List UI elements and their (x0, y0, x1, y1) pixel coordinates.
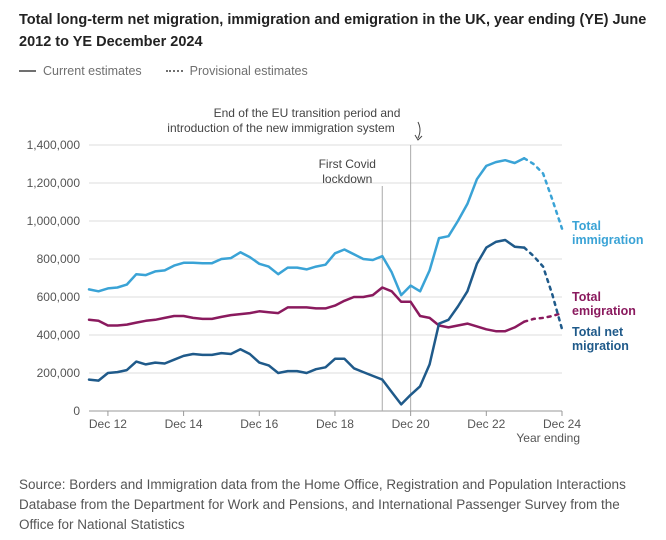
legend-item-current: Current estimates (19, 64, 142, 78)
x-tick-label: Dec 22 (467, 417, 505, 431)
series-line-emigration-current (87, 286, 526, 333)
series-line-emigration-provisional (522, 311, 564, 323)
y-tick-label: 400,000 (37, 328, 81, 342)
x-tick-label: Dec 20 (392, 417, 430, 431)
x-axis-title: Year ending (516, 431, 580, 445)
source-note: Source: Borders and Immigration data fro… (19, 477, 626, 532)
series-line-net_migration-current (87, 238, 526, 406)
annotation-arrowhead-icon (414, 134, 423, 141)
annotation-covid-line-1: First Covid (319, 157, 376, 171)
annotation-covid-line-2: lockdown (322, 172, 372, 186)
y-tick-label: 1,400,000 (27, 138, 81, 152)
line-chart: 0 200,000 400,000 600,000 800,000 1,000,000 1,… (27, 106, 644, 445)
series-line-immigration-provisional (522, 157, 564, 230)
series-line-net_migration-provisional (522, 246, 564, 331)
x-tick-label: Dec 18 (316, 417, 354, 431)
y-tick-label: 0 (73, 404, 80, 418)
y-tick-label: 1,200,000 (27, 176, 81, 190)
legend-label-provisional: Provisional estimates (189, 64, 308, 78)
legend-solid-line-swatch (19, 70, 36, 72)
series-label-emigration: emigration (572, 304, 636, 318)
legend-label-current: Current estimates (43, 64, 142, 78)
chart-title: Total long-term net migration, immigrati… (19, 12, 647, 50)
x-tick-label: Dec 24 (543, 417, 581, 431)
y-tick-label: 200,000 (37, 366, 81, 380)
series-label-net_migration: migration (572, 339, 629, 353)
legend-dotted-line-swatch (165, 70, 183, 72)
x-tick-label: Dec 16 (240, 417, 278, 431)
legend: Current estimates Provisional estimates (19, 64, 332, 78)
y-tick-label: 600,000 (37, 290, 81, 304)
annotation-eu-line-1: End of the EU transition period and (214, 106, 401, 120)
series-line-immigration-current (87, 157, 526, 297)
y-tick-label: 800,000 (37, 252, 81, 266)
series-label-net_migration: Total net (572, 325, 624, 339)
series-label-immigration: Total (572, 219, 601, 233)
series-label-emigration: Total (572, 290, 601, 304)
x-tick-label: Dec 14 (165, 417, 203, 431)
annotation-arrow-icon (417, 121, 421, 139)
y-tick-label: 1,000,000 (27, 214, 81, 228)
x-tick-label: Dec 12 (89, 417, 127, 431)
annotation-eu-line-2: introduction of the new immigration syst… (167, 121, 394, 135)
series-label-immigration: immigration (572, 233, 644, 247)
legend-item-provisional: Provisional estimates (165, 64, 308, 78)
